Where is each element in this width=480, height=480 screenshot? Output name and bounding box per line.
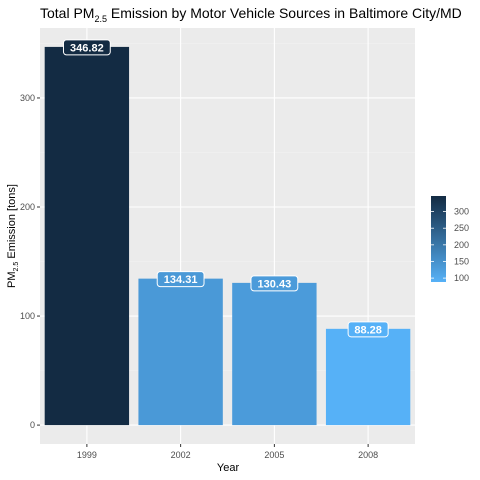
svg-text:346.82: 346.82 <box>70 42 104 54</box>
y-axis-label: PM2.5 Emission [tons] <box>6 184 20 288</box>
data-label-2005: 130.43 <box>250 275 299 292</box>
legend-tick-label: 300 <box>454 207 469 217</box>
x-tick-label: 2005 <box>264 450 284 460</box>
y-tick-label: 100 <box>20 311 35 321</box>
svg-text:134.31: 134.31 <box>164 274 198 286</box>
legend-tick-label: 150 <box>454 256 469 266</box>
data-label-1999: 346.82 <box>62 39 111 56</box>
bar-2005 <box>232 282 317 426</box>
y-tick-label: 200 <box>20 202 35 212</box>
data-label-2008: 88.28 <box>347 321 389 338</box>
y-tick-label: 300 <box>20 93 35 103</box>
bar-2008 <box>325 328 411 426</box>
legend-tick-label: 250 <box>454 223 469 233</box>
bar-1999 <box>44 46 130 426</box>
x-tick-label: 1999 <box>77 450 97 460</box>
chart-title: Total PM2.5 Emission by Motor Vehicle So… <box>40 5 462 24</box>
x-tick-label: 2008 <box>358 450 378 460</box>
svg-text:130.43: 130.43 <box>258 278 292 290</box>
bar-2002 <box>138 278 223 426</box>
svg-text:88.28: 88.28 <box>354 324 382 336</box>
color-legend: 100 150 200 250 300 <box>431 196 469 283</box>
y-tick-label: 0 <box>30 420 35 430</box>
x-axis-label: Year <box>217 462 240 474</box>
data-label-2002: 134.31 <box>156 271 205 288</box>
legend-colorbar <box>431 196 446 282</box>
legend-tick-label: 200 <box>454 240 469 250</box>
legend-tick-label: 100 <box>454 273 469 283</box>
x-tick-label: 2002 <box>171 450 191 460</box>
